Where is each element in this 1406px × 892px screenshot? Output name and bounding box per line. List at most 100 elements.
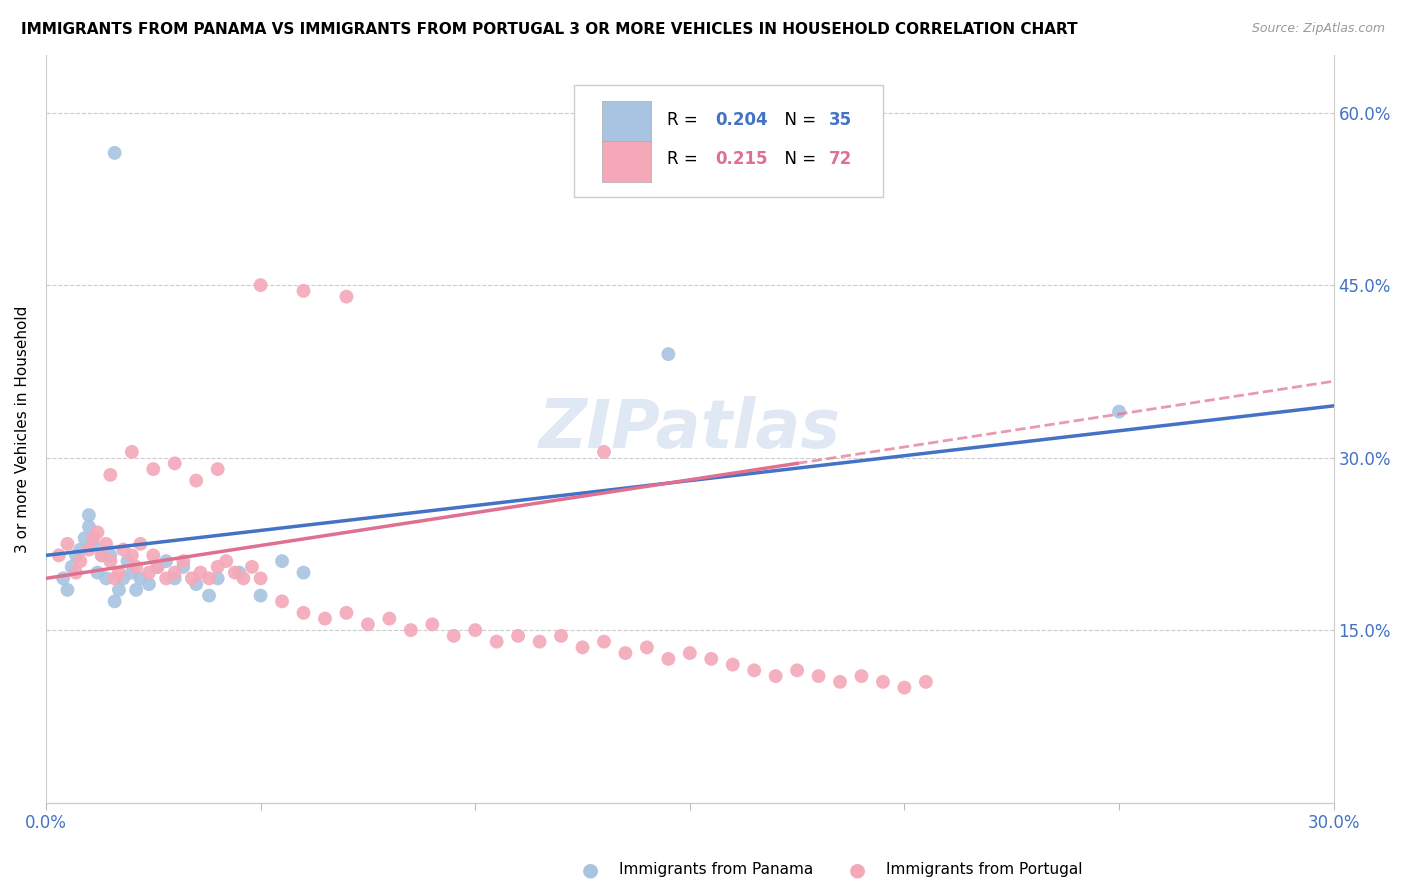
- Point: [271, 554, 294, 568]
- Point: [98, 554, 121, 568]
- Point: [69, 542, 91, 557]
- Point: [77, 542, 100, 557]
- Point: [146, 559, 169, 574]
- Point: [117, 554, 139, 568]
- Point: [121, 566, 143, 580]
- Point: [69, 554, 91, 568]
- Point: [249, 589, 271, 603]
- Point: [207, 559, 229, 574]
- Point: [112, 542, 135, 557]
- Text: 0.204: 0.204: [716, 112, 768, 129]
- Point: [700, 652, 723, 666]
- Point: [593, 634, 616, 648]
- Text: 0.215: 0.215: [716, 150, 768, 168]
- Y-axis label: 3 or more Vehicles in Household: 3 or more Vehicles in Household: [15, 305, 30, 552]
- Point: [146, 559, 169, 574]
- Point: [65, 566, 87, 580]
- Text: 35: 35: [830, 112, 852, 129]
- Point: [443, 629, 465, 643]
- Point: [571, 640, 593, 655]
- Point: [228, 566, 250, 580]
- Text: Immigrants from Panama: Immigrants from Panama: [619, 863, 813, 877]
- Point: [915, 674, 938, 689]
- Point: [90, 549, 112, 563]
- Point: [129, 571, 152, 585]
- Point: [207, 571, 229, 585]
- FancyBboxPatch shape: [574, 85, 883, 197]
- Point: [378, 612, 401, 626]
- Point: [125, 559, 148, 574]
- Point: [485, 634, 508, 648]
- Point: [249, 278, 271, 293]
- Point: [1108, 404, 1130, 418]
- Point: [155, 571, 177, 585]
- Point: [420, 617, 443, 632]
- Point: [163, 456, 186, 470]
- Point: [657, 652, 679, 666]
- Point: [155, 554, 177, 568]
- Point: [94, 571, 117, 585]
- Point: [52, 571, 75, 585]
- Point: [163, 571, 186, 585]
- Point: [98, 549, 121, 563]
- Point: [335, 606, 357, 620]
- Text: Immigrants from Portugal: Immigrants from Portugal: [886, 863, 1083, 877]
- Point: [198, 571, 221, 585]
- Point: [125, 582, 148, 597]
- Point: [73, 531, 96, 545]
- Point: [56, 537, 79, 551]
- Point: [240, 559, 263, 574]
- Point: [98, 467, 121, 482]
- Point: [198, 589, 221, 603]
- Point: [108, 566, 131, 580]
- Point: [82, 531, 104, 545]
- Point: [335, 290, 357, 304]
- Point: [614, 646, 637, 660]
- Text: ●: ●: [849, 860, 866, 880]
- Point: [65, 549, 87, 563]
- Point: [550, 629, 572, 643]
- Point: [357, 617, 380, 632]
- Point: [112, 571, 135, 585]
- Text: IMMIGRANTS FROM PANAMA VS IMMIGRANTS FROM PORTUGAL 3 OR MORE VEHICLES IN HOUSEHO: IMMIGRANTS FROM PANAMA VS IMMIGRANTS FRO…: [21, 22, 1078, 37]
- Point: [129, 537, 152, 551]
- Point: [142, 549, 165, 563]
- Point: [657, 347, 679, 361]
- Point: [138, 566, 160, 580]
- Point: [399, 623, 422, 637]
- Point: [56, 582, 79, 597]
- Point: [186, 474, 208, 488]
- Text: ●: ●: [582, 860, 599, 880]
- Point: [86, 566, 108, 580]
- Point: [292, 606, 315, 620]
- Point: [108, 582, 131, 597]
- Text: N =: N =: [773, 112, 821, 129]
- Point: [292, 284, 315, 298]
- Point: [893, 681, 915, 695]
- Text: 72: 72: [830, 150, 852, 168]
- Point: [186, 577, 208, 591]
- Point: [207, 462, 229, 476]
- Point: [77, 508, 100, 522]
- Point: [60, 559, 83, 574]
- Point: [636, 640, 658, 655]
- Text: Source: ZipAtlas.com: Source: ZipAtlas.com: [1251, 22, 1385, 36]
- Point: [679, 646, 702, 660]
- Text: N =: N =: [773, 150, 821, 168]
- Point: [872, 674, 894, 689]
- Point: [807, 669, 830, 683]
- Text: R =: R =: [666, 150, 703, 168]
- Point: [529, 634, 551, 648]
- Point: [314, 612, 336, 626]
- Point: [765, 669, 787, 683]
- FancyBboxPatch shape: [602, 102, 651, 143]
- FancyBboxPatch shape: [602, 141, 651, 182]
- Point: [464, 623, 486, 637]
- Point: [215, 554, 238, 568]
- Point: [86, 525, 108, 540]
- Point: [142, 462, 165, 476]
- Point: [232, 571, 254, 585]
- Point: [121, 549, 143, 563]
- Point: [104, 594, 127, 608]
- Point: [508, 629, 530, 643]
